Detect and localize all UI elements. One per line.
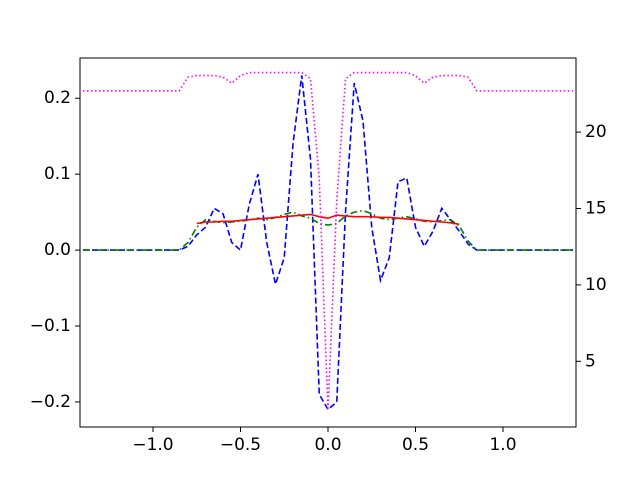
y-tick-label: 0.0 (44, 240, 71, 260)
x-tick-label: 0.5 (402, 435, 429, 455)
y-tick-label: 0.2 (44, 88, 71, 108)
x-tick-label: −1.0 (132, 435, 173, 455)
y-tick-label: −0.2 (30, 392, 71, 412)
data-line (82, 71, 574, 411)
x-tick-label: −0.5 (220, 435, 261, 455)
y-tick-label: 0.1 (44, 164, 71, 184)
y2-tick-label: 20 (585, 122, 607, 142)
data-line (196, 213, 460, 226)
x-tick-label: 1.0 (489, 435, 516, 455)
plot-frame (79, 57, 577, 428)
y2-tick-label: 15 (585, 199, 607, 219)
data-line (82, 75, 574, 411)
y-tick-label: −0.1 (30, 316, 71, 336)
x-tick-label: 0.0 (314, 435, 341, 455)
data-line (82, 209, 574, 251)
y2-tick-label: 5 (585, 351, 596, 371)
y2-tick-label: 10 (585, 275, 607, 295)
